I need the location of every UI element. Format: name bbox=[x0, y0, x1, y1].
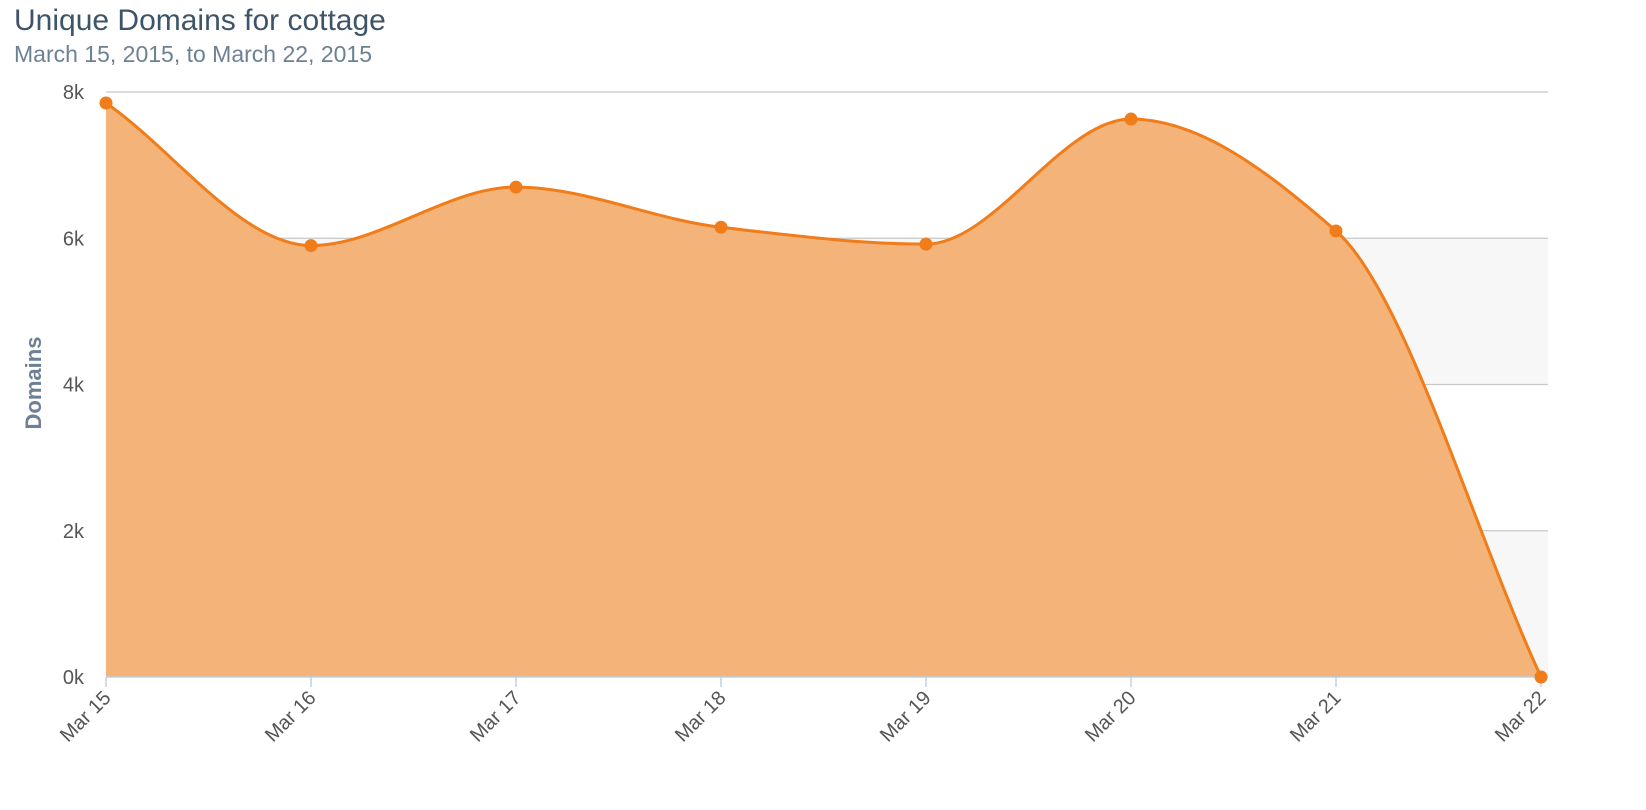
x-axis-ticks bbox=[105, 677, 1542, 687]
data-point[interactable] bbox=[1124, 112, 1138, 126]
series-area-fill bbox=[106, 102, 1541, 677]
data-point[interactable] bbox=[919, 237, 933, 251]
x-tick-label: Mar 15 bbox=[56, 687, 116, 747]
x-tick-label: Mar 19 bbox=[876, 687, 936, 747]
data-points bbox=[99, 96, 1548, 684]
y-axis-tick-labels: 0k 2k 4k 6k 8k bbox=[63, 82, 85, 689]
y-axis-title: Domains bbox=[21, 337, 46, 430]
y-tick-label: 4k bbox=[63, 375, 85, 397]
chart-title: Unique Domains for cottage bbox=[14, 4, 386, 37]
x-axis-tick-labels: Mar 15 Mar 16 Mar 17 Mar 18 Mar 19 Mar 20 Mar … bbox=[56, 687, 1551, 747]
y-tick-label: 6k bbox=[63, 228, 85, 250]
x-tick-label: Mar 16 bbox=[261, 687, 321, 747]
data-point[interactable] bbox=[99, 96, 113, 110]
data-point[interactable] bbox=[1534, 670, 1548, 684]
x-tick-label: Mar 20 bbox=[1081, 687, 1141, 747]
data-point[interactable] bbox=[1329, 224, 1343, 238]
y-tick-label: 0k bbox=[63, 667, 85, 689]
x-tick-label: Mar 22 bbox=[1491, 687, 1551, 747]
chart-subtitle: March 15, 2015, to March 22, 2015 bbox=[14, 41, 372, 67]
series-line bbox=[105, 101, 1543, 678]
x-tick-label: Mar 21 bbox=[1286, 687, 1346, 747]
data-point[interactable] bbox=[509, 180, 523, 194]
y-tick-label: 2k bbox=[63, 521, 85, 543]
y-tick-label: 8k bbox=[63, 82, 85, 104]
data-point[interactable] bbox=[304, 239, 318, 253]
data-point[interactable] bbox=[714, 220, 728, 234]
x-tick-label: Mar 17 bbox=[466, 687, 526, 747]
x-tick-label: Mar 18 bbox=[671, 687, 731, 747]
